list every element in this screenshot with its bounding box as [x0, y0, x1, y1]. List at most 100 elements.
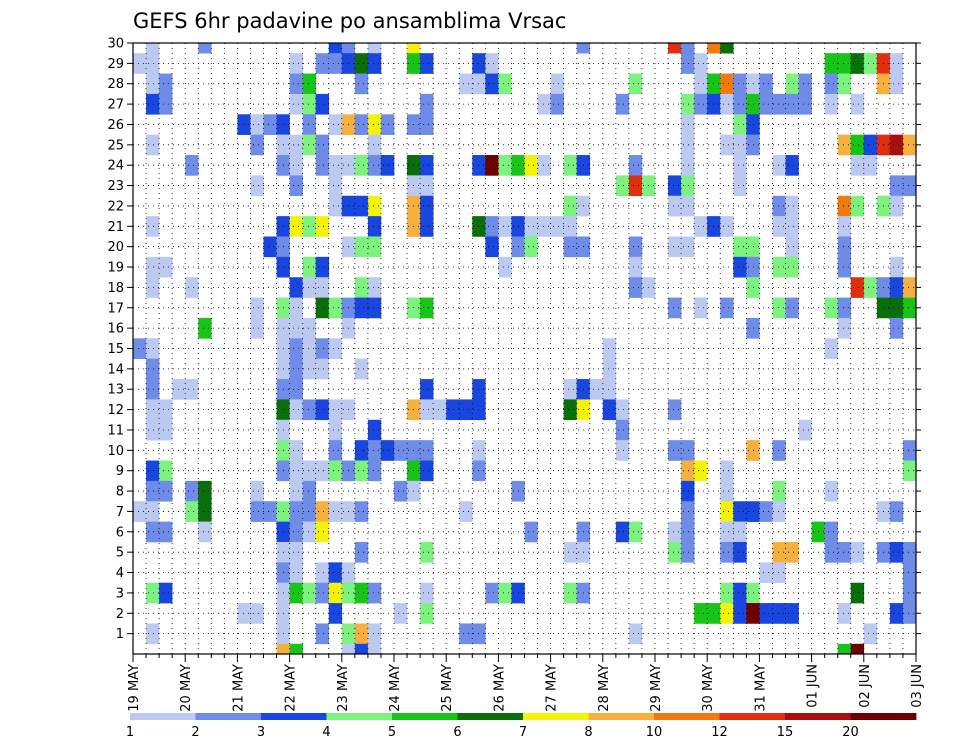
heatmap-cell	[720, 43, 734, 54]
heatmap-cell	[328, 338, 343, 359]
heatmap-cell	[902, 562, 917, 584]
heatmap-cell	[328, 562, 343, 584]
heatmap-cell	[159, 73, 173, 95]
heatmap-cell	[720, 582, 734, 604]
heatmap-cell	[367, 216, 382, 237]
heatmap-cell	[889, 256, 904, 278]
heatmap-cell	[289, 93, 303, 115]
heatmap-cell	[328, 440, 343, 461]
heatmap-cell	[537, 216, 551, 237]
heatmap-cell	[720, 297, 734, 319]
heatmap-cell	[315, 134, 330, 156]
heatmap-cell	[707, 43, 721, 54]
heatmap-cell	[146, 480, 160, 502]
heatmap-cell	[785, 216, 799, 237]
x-tick-label: 22 MAY	[284, 664, 299, 712]
heatmap-cell	[759, 501, 773, 522]
heatmap-cell	[315, 338, 330, 359]
heatmap-cell	[328, 195, 343, 217]
heatmap-cell	[341, 643, 356, 655]
heatmap-cell	[733, 603, 747, 624]
x-tick-label: 03 JUN	[910, 664, 925, 708]
heatmap-cell	[485, 73, 499, 95]
heatmap-cell	[354, 155, 369, 176]
heatmap-cell	[328, 175, 343, 197]
heatmap-cell	[459, 623, 473, 645]
legend-swatch	[850, 713, 917, 720]
heatmap-cell	[681, 93, 695, 115]
heatmap-cell	[354, 643, 369, 655]
legend-swatch	[785, 713, 851, 720]
y-tick-label: 8	[116, 485, 124, 500]
heatmap-cell	[563, 379, 577, 400]
heatmap-cell	[889, 501, 904, 522]
y-tick-label: 27	[107, 98, 124, 113]
grid-lines	[133, 42, 916, 654]
heatmap-cell	[785, 195, 799, 217]
heatmap-cell	[772, 562, 786, 584]
y-tick-label: 28	[107, 77, 124, 92]
heatmap-cell	[146, 399, 160, 421]
heatmap-cell	[420, 155, 434, 176]
heatmap-cell	[341, 43, 356, 54]
heatmap-cell	[159, 480, 173, 502]
heatmap-cell	[394, 480, 408, 502]
heatmap-cell	[681, 155, 695, 176]
heatmap-cell	[850, 155, 865, 176]
y-tick-label: 30	[107, 37, 124, 52]
heatmap-cell	[289, 297, 303, 319]
heatmap-cell	[681, 521, 695, 543]
heatmap-cell	[328, 501, 343, 522]
heatmap-cell	[589, 379, 604, 400]
heatmap-cell	[733, 501, 747, 522]
heatmap-cell	[289, 440, 303, 461]
heatmap-cell	[785, 93, 799, 115]
heatmap-cell	[315, 501, 330, 522]
heatmap-cell	[850, 53, 865, 74]
heatmap-cell	[146, 379, 160, 400]
heatmap-cell	[889, 73, 904, 95]
heatmap-cell	[889, 297, 904, 319]
heatmap-cell	[628, 175, 643, 197]
heatmap-cell	[367, 134, 382, 156]
heatmap-cell	[133, 338, 147, 359]
heatmap-cell	[315, 562, 330, 584]
heatmap-cell	[824, 480, 838, 502]
heatmap-cell	[354, 297, 369, 319]
heatmap-cell	[628, 277, 643, 298]
heatmap-cell	[785, 155, 799, 176]
legend-label: 4	[322, 725, 330, 740]
heatmap-cell	[315, 277, 330, 298]
heatmap-cell	[459, 501, 473, 522]
heatmap-cell	[837, 317, 852, 339]
y-tick-label: 16	[107, 322, 124, 337]
heatmap-cell	[733, 175, 747, 197]
heatmap-cell	[315, 358, 330, 380]
heatmap-cell	[367, 53, 382, 74]
heatmap-cell	[668, 195, 682, 217]
heatmap-cell	[289, 175, 303, 197]
heatmap-cell	[902, 134, 917, 156]
heatmap-cell	[302, 399, 316, 421]
heatmap-cell	[681, 501, 695, 522]
x-tick-label: 24 MAY	[388, 664, 403, 712]
heatmap-cell	[146, 521, 160, 543]
heatmap-cell	[198, 317, 212, 339]
y-tick-label: 7	[116, 505, 124, 520]
heatmap-cell	[315, 582, 330, 604]
heatmap-cell	[759, 73, 773, 95]
heatmap-cell	[315, 399, 330, 421]
heatmap-cell	[289, 134, 303, 156]
heatmap-cell	[681, 480, 695, 502]
x-tick-label: 28 MAY	[597, 664, 612, 712]
heatmap-cell	[889, 541, 904, 563]
heatmap-cell	[498, 256, 512, 278]
legend-swatch	[392, 713, 458, 720]
heatmap-cell	[146, 256, 160, 278]
heatmap-cell	[681, 440, 695, 461]
heatmap-cell	[420, 582, 434, 604]
heatmap-cell	[524, 521, 538, 543]
y-tick-label: 19	[107, 261, 124, 276]
heatmap-cell	[159, 93, 173, 115]
heatmap-cell	[302, 277, 316, 298]
